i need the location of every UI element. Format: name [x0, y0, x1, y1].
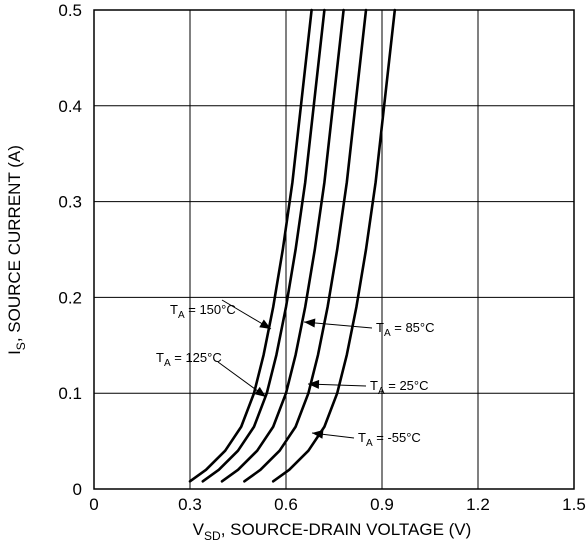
series-label-text: TA = 85°C — [376, 320, 435, 339]
series-label-1: TA = 125°C — [156, 350, 267, 398]
series-label-0: TA = 150°C — [170, 299, 272, 330]
y-tick-label: 0.4 — [58, 97, 82, 116]
series-label-text: TA = -55°C — [358, 430, 421, 449]
curves — [188, 8, 397, 483]
y-tick-label: 0.2 — [58, 288, 82, 307]
arrowhead — [304, 318, 316, 328]
leader-line — [303, 321, 373, 329]
arrowhead — [259, 319, 271, 329]
grid — [93, 9, 575, 490]
arrowhead — [308, 379, 320, 389]
y-tick-label: 0.3 — [58, 193, 82, 212]
series-label-text: TA = 150°C — [170, 302, 236, 321]
series-line-0 — [188, 8, 313, 483]
arrowhead — [312, 429, 324, 439]
series-label-4: TA = -55°C — [311, 429, 421, 449]
x-tick-label: 0.9 — [370, 495, 394, 514]
series-label-3: TA = 25°C — [307, 378, 429, 397]
series-label-text: TA = 125°C — [156, 350, 222, 369]
series-line-2 — [220, 8, 345, 483]
series-line-3 — [243, 8, 368, 483]
tick-labels: 0 0.3 0.6 0.9 1.2 1.5 0 0.1 0.2 0.3 0.4 0.5 — [58, 1, 585, 514]
annotations: TA = 150°C TA = 125°C TA = 85°C TA = 25°C TA… — [156, 299, 435, 449]
y-tick-label: 0 — [73, 480, 82, 499]
x-tick-label: 0.3 — [178, 495, 202, 514]
y-tick-label: 0.5 — [58, 1, 82, 20]
arrowhead — [254, 386, 266, 397]
y-tick-label: 0.1 — [58, 384, 82, 403]
series-label-2: TA = 85°C — [303, 318, 435, 339]
series-line-4 — [271, 8, 397, 483]
x-tick-label: 1.5 — [562, 495, 586, 514]
x-tick-label: 1.2 — [466, 495, 490, 514]
y-axis-title: IS, SOURCE CURRENT (A) — [5, 145, 28, 355]
x-tick-label: 0.6 — [274, 495, 298, 514]
series-label-text: TA = 25°C — [370, 378, 429, 397]
plot-frame — [93, 9, 575, 490]
series-line-1 — [201, 8, 326, 483]
x-tick-label: 0 — [89, 495, 98, 514]
x-axis-title: VSD, SOURCE-DRAIN VOLTAGE (V) — [193, 520, 472, 543]
